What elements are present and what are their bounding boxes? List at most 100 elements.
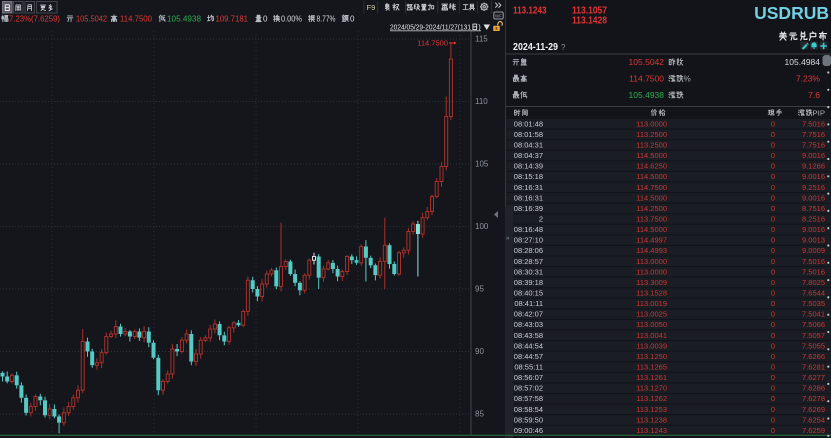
svg-text:113.0050: 113.0050 xyxy=(636,320,667,329)
svg-text:0: 0 xyxy=(771,289,775,298)
svg-text:08:42:07: 08:42:07 xyxy=(514,310,543,319)
svg-text:0: 0 xyxy=(771,151,775,160)
svg-text:105: 105 xyxy=(475,160,489,169)
svg-text:0: 0 xyxy=(771,141,775,150)
svg-text:08:04:31: 08:04:31 xyxy=(514,141,543,150)
svg-text:113.0000: 113.0000 xyxy=(636,119,667,128)
svg-text:114.4997: 114.4997 xyxy=(636,236,667,245)
svg-text:95: 95 xyxy=(475,285,484,294)
svg-text:113.3009: 113.3009 xyxy=(636,278,667,287)
svg-text:7.8025: 7.8025 xyxy=(802,278,825,287)
svg-text:0: 0 xyxy=(771,341,775,350)
svg-text:08:04:37: 08:04:37 xyxy=(514,151,543,160)
svg-text:0: 0 xyxy=(771,278,775,287)
svg-text:2024-11-29: 2024-11-29 xyxy=(513,41,558,53)
svg-text:08:57:58: 08:57:58 xyxy=(514,394,543,403)
svg-text:0: 0 xyxy=(771,394,775,403)
svg-text:PIP: PIP xyxy=(813,109,826,118)
svg-text:7.5016: 7.5016 xyxy=(802,257,825,266)
svg-text:114.7500: 114.7500 xyxy=(636,183,667,192)
svg-text:2024/05/29-2024/11/27(131: 2024/05/29-2024/11/27(131 xyxy=(390,23,471,32)
svg-text:110: 110 xyxy=(475,97,488,106)
svg-text:0: 0 xyxy=(771,426,775,435)
svg-text:113.1057: 113.1057 xyxy=(572,6,607,17)
svg-text:113.1265: 113.1265 xyxy=(636,363,667,372)
svg-text:114.5000: 114.5000 xyxy=(636,225,667,234)
svg-text:0: 0 xyxy=(771,246,775,255)
svg-text:7.6281: 7.6281 xyxy=(802,363,825,372)
svg-text:105.4938: 105.4938 xyxy=(167,15,202,24)
svg-text:7.6266: 7.6266 xyxy=(802,352,825,361)
svg-text:114.5000: 114.5000 xyxy=(636,193,667,202)
svg-text:08:30:31: 08:30:31 xyxy=(514,267,543,276)
svg-text:7.5041: 7.5041 xyxy=(802,310,825,319)
svg-text:08:16:48: 08:16:48 xyxy=(514,225,543,234)
svg-text:0: 0 xyxy=(771,373,775,382)
svg-text:113.1238: 113.1238 xyxy=(636,415,667,424)
svg-text:0: 0 xyxy=(771,236,775,245)
svg-text:0: 0 xyxy=(771,331,775,340)
svg-text:9.0013: 9.0013 xyxy=(802,236,825,245)
svg-text:08:55:11: 08:55:11 xyxy=(514,363,543,372)
svg-text:113.0025: 113.0025 xyxy=(636,310,667,319)
svg-text:9.1266: 9.1266 xyxy=(802,162,825,171)
svg-text:0: 0 xyxy=(350,15,355,24)
svg-text:114.5000: 114.5000 xyxy=(636,172,667,181)
svg-text:08:43:03: 08:43:03 xyxy=(514,320,543,329)
svg-text:USDRUB: USDRUB xyxy=(754,3,829,23)
svg-text:7.6278: 7.6278 xyxy=(802,394,825,403)
svg-text:7.5055: 7.5055 xyxy=(802,341,825,350)
svg-text:113.2500: 113.2500 xyxy=(636,141,667,150)
svg-text:WF: WF xyxy=(495,13,502,18)
svg-text:7.5016: 7.5016 xyxy=(802,267,825,276)
svg-text:113.1253: 113.1253 xyxy=(636,405,667,414)
svg-text:0.00%: 0.00% xyxy=(281,15,302,24)
svg-text:08:39:18: 08:39:18 xyxy=(514,278,543,287)
svg-text:7.6544: 7.6544 xyxy=(802,289,825,298)
svg-text:0: 0 xyxy=(771,363,775,372)
svg-text:7.6259: 7.6259 xyxy=(802,426,825,435)
svg-text:113.0000: 113.0000 xyxy=(636,257,667,266)
svg-text:0: 0 xyxy=(771,225,775,234)
svg-text:0: 0 xyxy=(771,183,775,192)
svg-text:113.0000: 113.0000 xyxy=(636,267,667,276)
svg-text:08:16:39: 08:16:39 xyxy=(514,204,543,213)
svg-text:113.0041: 113.0041 xyxy=(636,331,667,340)
svg-text:0: 0 xyxy=(771,204,775,213)
svg-text:08:43:58: 08:43:58 xyxy=(514,331,543,340)
svg-text:9.2516: 9.2516 xyxy=(802,183,825,192)
svg-text:7.5016: 7.5016 xyxy=(802,119,825,128)
svg-text:08:28:57: 08:28:57 xyxy=(514,257,543,266)
svg-text:113.7500: 113.7500 xyxy=(636,215,667,224)
svg-text:113.0039: 113.0039 xyxy=(636,341,667,350)
svg-text:0: 0 xyxy=(771,352,775,361)
svg-text:08:44:54: 08:44:54 xyxy=(514,341,543,350)
svg-text:7.23%(7.6259): 7.23%(7.6259) xyxy=(9,15,60,24)
svg-text:105.4938: 105.4938 xyxy=(629,90,665,100)
svg-text:9.0016: 9.0016 xyxy=(802,225,825,234)
svg-text:113.1528: 113.1528 xyxy=(636,289,667,298)
svg-text:7.23%: 7.23% xyxy=(796,74,821,84)
svg-text:08:01:58: 08:01:58 xyxy=(514,130,543,139)
svg-text:0: 0 xyxy=(263,15,268,24)
svg-text:9.0016: 9.0016 xyxy=(802,172,825,181)
svg-text:7.6286: 7.6286 xyxy=(802,384,825,393)
svg-text:7.6269: 7.6269 xyxy=(802,405,825,414)
svg-text:114.7500: 114.7500 xyxy=(629,74,664,84)
svg-text:0: 0 xyxy=(771,384,775,393)
svg-text:08:41:11: 08:41:11 xyxy=(514,299,543,308)
svg-text:105.5042: 105.5042 xyxy=(629,57,665,67)
svg-text:2: 2 xyxy=(539,215,543,224)
svg-text:08:16:31: 08:16:31 xyxy=(514,183,543,192)
svg-text:90: 90 xyxy=(475,347,484,356)
svg-text:9.0016: 9.0016 xyxy=(802,193,825,202)
svg-text:08:16:31: 08:16:31 xyxy=(514,193,543,202)
svg-text:0: 0 xyxy=(771,172,775,181)
svg-text:0: 0 xyxy=(771,415,775,424)
svg-text:08:59:50: 08:59:50 xyxy=(514,415,543,424)
svg-text:109.7181: 109.7181 xyxy=(216,15,249,24)
svg-text:105.4984: 105.4984 xyxy=(785,57,821,67)
svg-text:08:58:54: 08:58:54 xyxy=(514,405,543,414)
svg-text:0: 0 xyxy=(771,130,775,139)
svg-text:09:00:46: 09:00:46 xyxy=(514,426,543,435)
